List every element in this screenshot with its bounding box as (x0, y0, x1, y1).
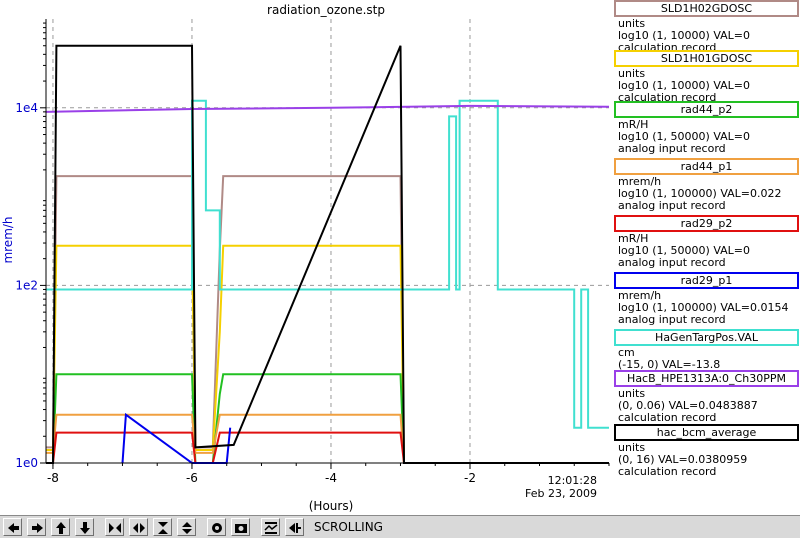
series-line (46, 44, 609, 464)
series-line (46, 99, 609, 429)
timestamp-date: Feb 23, 2009 (525, 487, 597, 500)
legend-unit: mR/H (618, 118, 649, 131)
timestamp-time: 12:01:28 (548, 474, 597, 487)
legend-record-type: calculation record (618, 91, 717, 104)
scroll-end-icon (289, 523, 301, 533)
series-line (46, 244, 609, 464)
legend-range: log10 (1, 10000) VAL=0 (618, 29, 751, 42)
record-icon (212, 523, 222, 533)
legend-range: (0, 0.06) VAL=0.0483887 (618, 399, 758, 412)
legend-series-name: rad44_p1 (614, 158, 799, 175)
legend-series-name: SLD1H02GDOSC (614, 0, 799, 17)
arrow-right-button[interactable] (27, 518, 46, 536)
autoscale-button[interactable] (261, 518, 280, 536)
legend-record-type: calculation record (618, 465, 717, 478)
y-tick-label: 1e0 (15, 456, 38, 470)
legend-series-name: rad44_p2 (614, 101, 799, 118)
scroll-end-button[interactable] (285, 518, 304, 536)
autoscale-icon (264, 522, 278, 534)
legend-range: log10 (1, 50000) VAL=0 (618, 244, 751, 257)
axes: -8 -6 -4 -2 1e0 1e2 1e4 (15, 19, 610, 485)
y-tick-label: 1e4 (15, 101, 38, 115)
legend-unit: mrem/h (618, 289, 662, 302)
y-tick-label: 1e2 (15, 278, 38, 292)
arrow-down-button[interactable] (75, 518, 94, 536)
x-tick-label: -8 (47, 471, 59, 485)
legend-range: log10 (1, 100000) VAL=0.0154 (618, 301, 789, 314)
zoom-in-vertical-icon (158, 522, 168, 534)
scroll-status: SCROLLING (314, 520, 383, 534)
zoom-in-vertical-button[interactable] (153, 518, 172, 536)
x-tick-label: -6 (186, 471, 198, 485)
legend-series-name: hac_bcm_average (614, 424, 799, 441)
toolbar: SCROLLING (0, 515, 800, 538)
legend-unit: cm (618, 346, 635, 359)
x-axis-label: (Hours) (309, 499, 354, 513)
legend-series-name: rad29_p1 (614, 272, 799, 289)
legend-series-name: HaGenTargPos.VAL (614, 329, 799, 346)
legend-range: log10 (1, 100000) VAL=0.022 (618, 187, 782, 200)
camera-icon (235, 524, 247, 533)
x-tick-label: -2 (464, 471, 476, 485)
zoom-out-vertical-button[interactable] (177, 518, 196, 536)
arrow-right-icon (32, 523, 43, 533)
zoom-out-horizontal-icon (133, 523, 145, 533)
legend-unit: mrem/h (618, 175, 662, 188)
legend-series-name: HacB_HPE1313A:0_Ch30PPM (614, 370, 799, 387)
legend-unit: mR/H (618, 232, 649, 245)
record-button[interactable] (207, 518, 226, 536)
zoom-in-horizontal-button[interactable] (105, 518, 124, 536)
legend-series-name: SLD1H01GDOSC (614, 50, 799, 67)
zoom-out-vertical-icon (182, 522, 192, 534)
legend-record-type: analog input record (618, 256, 726, 269)
grid (46, 19, 609, 464)
legend-record-type: analog input record (618, 199, 726, 212)
zoom-out-horizontal-button[interactable] (129, 518, 148, 536)
legend-unit: units (618, 387, 646, 400)
series-group (45, 44, 610, 464)
legend-unit: units (618, 67, 646, 80)
arrow-up-icon (56, 522, 66, 534)
legend-record-type: calculation record (618, 411, 717, 424)
zoom-in-horizontal-icon (109, 523, 121, 533)
legend-record-type: analog input record (618, 313, 726, 326)
y-axis-label: mrem/h (1, 216, 15, 263)
legend-series-name: rad29_p2 (614, 215, 799, 232)
x-tick-label: -4 (325, 471, 337, 485)
camera-button[interactable] (231, 518, 250, 536)
plot-area: radiation_ozone.stp mrem/h (Hours) 12:01… (1, 3, 610, 513)
legend-range: log10 (1, 10000) VAL=0 (618, 79, 751, 92)
arrow-left-icon (8, 523, 19, 533)
chart-title: radiation_ozone.stp (267, 3, 385, 17)
legend-range: (0, 16) VAL=0.0380959 (618, 453, 748, 466)
legend-range: (-15, 0) VAL=-13.8 (618, 358, 721, 371)
legend: SLD1H02GDOSC units log10 (1, 10000) VAL=0 c… (612, 0, 800, 515)
legend-record-type: analog input record (618, 142, 726, 155)
arrow-up-button[interactable] (51, 518, 70, 536)
series-line (46, 413, 609, 464)
legend-unit: units (618, 441, 646, 454)
series-line (46, 431, 609, 464)
legend-range: log10 (1, 50000) VAL=0 (618, 130, 751, 143)
arrow-left-button[interactable] (3, 518, 22, 536)
series-line (45, 104, 610, 113)
legend-unit: units (618, 17, 646, 30)
arrow-down-icon (80, 522, 90, 534)
